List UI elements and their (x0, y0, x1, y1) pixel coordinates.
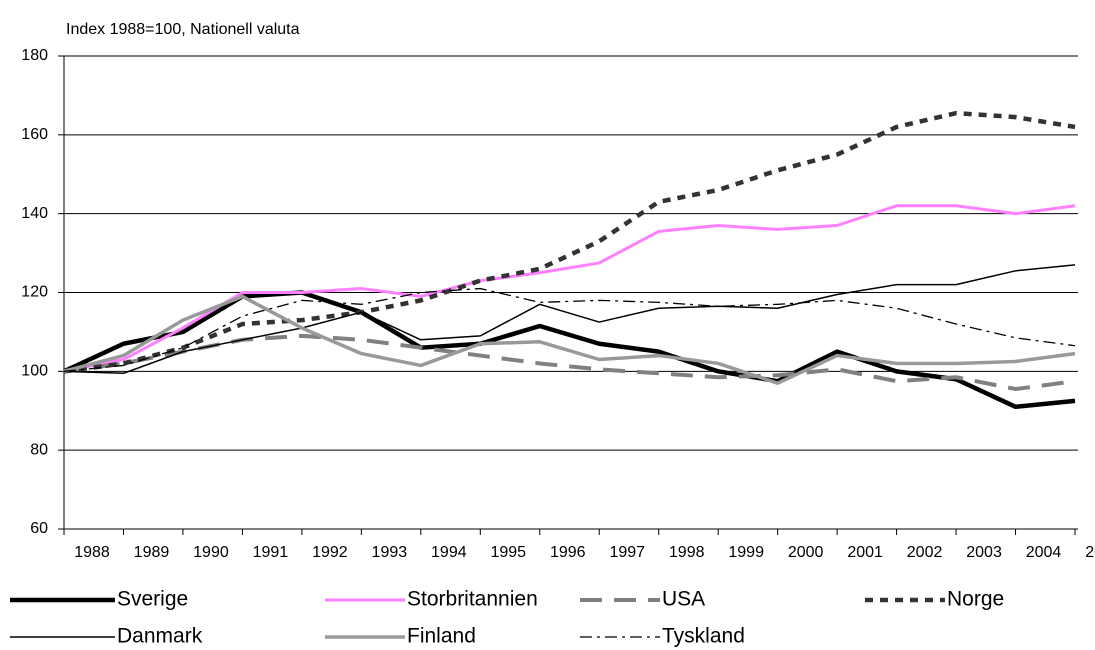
series-line (63, 264, 1076, 375)
x-tick-label: 1988 (74, 544, 110, 561)
legend-label: Finland (407, 625, 476, 648)
x-tick-label: 2002 (907, 544, 943, 561)
x-tick-label: 2003 (966, 544, 1002, 561)
legend-label: Norge (947, 588, 1004, 611)
series-line (63, 294, 1076, 385)
y-tick-label: 80 (30, 441, 48, 458)
y-tick-label: 100 (21, 363, 48, 380)
x-tick-label: 1991 (253, 544, 289, 561)
x-tick-label: 2005 (1085, 544, 1095, 561)
series-line (63, 110, 1076, 374)
x-tick-label: 1998 (669, 544, 705, 561)
axis-title: Index 1988=100, Nationell valuta (66, 21, 300, 38)
legend-label: Sverige (117, 588, 188, 611)
y-tick-label: 120 (21, 284, 48, 301)
x-tick-label: 2001 (847, 544, 883, 561)
x-tick-label: 1994 (431, 544, 467, 561)
x-tick-label: 1997 (609, 544, 645, 561)
legend-label: USA (662, 588, 705, 611)
x-tick-label: 1989 (134, 544, 170, 561)
x-tick-label: 1995 (490, 544, 526, 561)
x-tick-label: 2004 (1026, 544, 1062, 561)
series-line (63, 290, 1076, 410)
y-tick-label: 180 (21, 47, 48, 64)
x-tick-label: 1996 (550, 544, 586, 561)
x-tick-label: 1999 (728, 544, 764, 561)
series-line (63, 287, 1076, 372)
legend-label: Danmark (117, 625, 203, 648)
legend-label: Tyskland (662, 625, 745, 648)
y-tick-label: 60 (30, 520, 48, 537)
x-tick-label: 1993 (372, 544, 408, 561)
y-tick-label: 140 (21, 205, 48, 222)
x-tick-label: 2000 (788, 544, 824, 561)
y-tick-label: 160 (21, 126, 48, 143)
x-tick-label: 1992 (312, 544, 348, 561)
series-line (63, 204, 1076, 373)
legend-label: Storbritannien (407, 588, 538, 611)
x-tick-label: 1990 (193, 544, 229, 561)
